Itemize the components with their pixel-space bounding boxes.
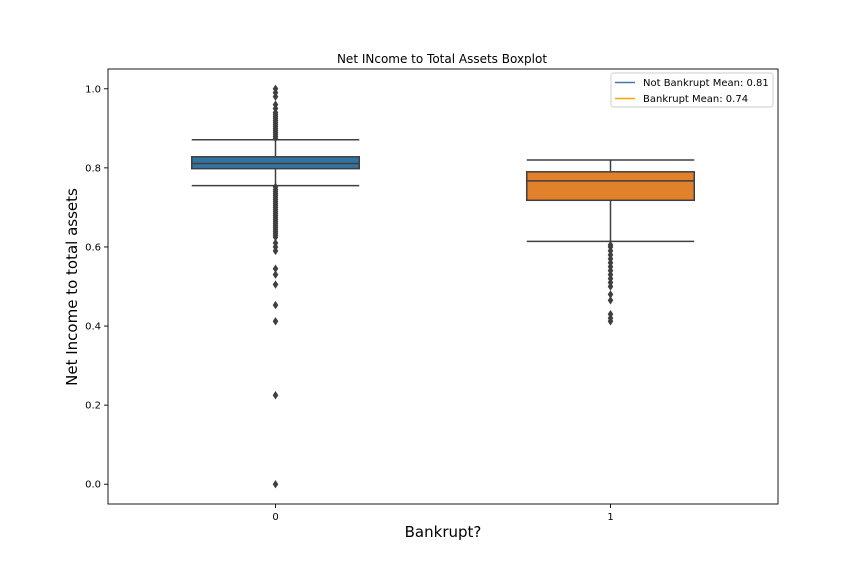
y-tick-label: 0.4 <box>85 322 101 333</box>
outlier-point <box>272 232 279 242</box>
y-tick-label: 0.0 <box>85 480 101 491</box>
outlier-point <box>272 264 279 273</box>
x-tick-label: 0 <box>272 512 278 523</box>
outlier-point <box>607 282 614 291</box>
legend-entry-label: Bankrupt Mean: 0.74 <box>643 94 748 105</box>
outlier-point <box>607 290 614 299</box>
outlier-point <box>272 134 279 143</box>
outlier-point <box>272 300 279 310</box>
y-axis: 0.0 0.2 0.4 0.6 0.8 1.0 <box>85 84 108 491</box>
chart-title: Net INcome to Total Assets Boxplot <box>337 52 547 66</box>
box-group-0 <box>191 84 360 489</box>
plot-frame <box>107 68 779 505</box>
outlier-point <box>272 246 279 256</box>
box-group-1 <box>526 159 695 326</box>
outlier-point <box>272 391 279 400</box>
y-tick-label: 0.8 <box>85 163 101 174</box>
box-iqr <box>526 171 695 202</box>
y-tick-label: 1.0 <box>85 84 101 95</box>
outlier-point <box>272 92 279 101</box>
legend-entry-label: Not Bankrupt Mean: 0.81 <box>643 78 769 89</box>
box-iqr <box>191 156 360 170</box>
outlier-point <box>607 317 614 326</box>
outlier-point <box>272 480 279 489</box>
plot-area <box>191 84 695 489</box>
legend: Not Bankrupt Mean: 0.81 Bankrupt Mean: 0.… <box>610 72 774 108</box>
legend-box <box>610 72 774 108</box>
y-tick-label: 0.2 <box>85 401 101 412</box>
x-axis-label: Bankrupt? <box>405 523 482 541</box>
y-tick-label: 0.6 <box>85 242 101 253</box>
outlier-point <box>607 296 614 305</box>
outlier-point <box>272 280 279 289</box>
outlier-point <box>272 270 279 279</box>
outlier-point <box>272 317 279 326</box>
x-tick-label: 1 <box>607 512 613 523</box>
y-axis-label: Net Income to total assets <box>63 188 81 386</box>
